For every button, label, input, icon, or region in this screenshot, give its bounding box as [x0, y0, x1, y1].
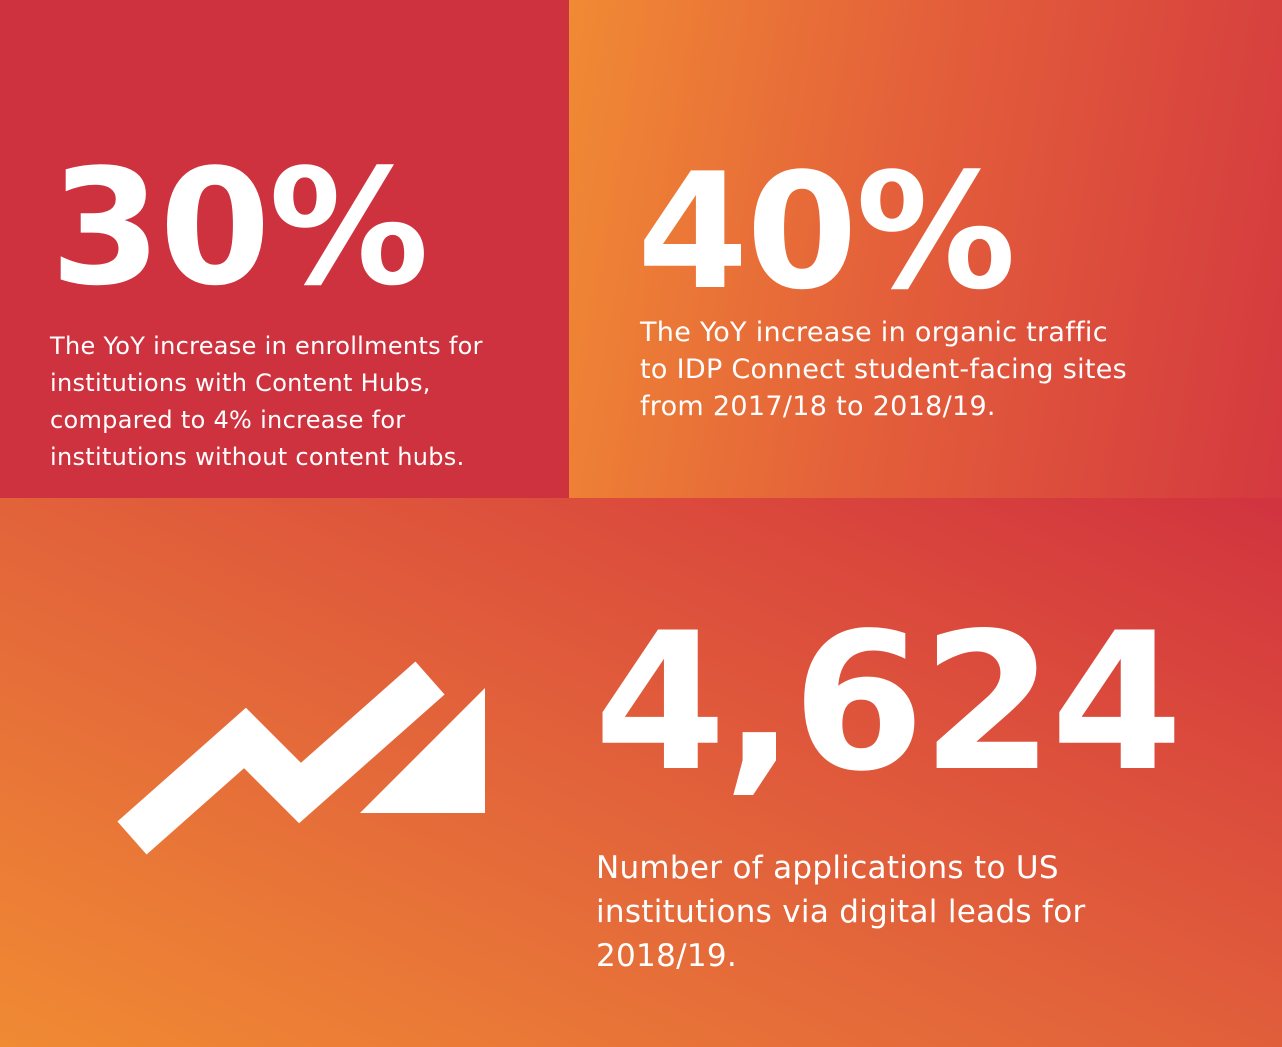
stat-panel-organic-traffic: 40% The YoY increase in organic traffic …	[569, 0, 1282, 498]
stat-description: Number of applications to US institution…	[596, 850, 1086, 974]
stat-value: 30%	[50, 134, 429, 321]
stat-value: 40%	[637, 138, 1016, 325]
stat-description: The YoY increase in organic traffic to I…	[640, 317, 1128, 422]
stat-panel-applications: 4,624 Number of applications to US insti…	[0, 498, 1282, 1047]
trending-up-arrow-icon	[117, 661, 485, 855]
stat-value: 4,624	[594, 592, 1183, 813]
stat-description: The YoY increase in enrollments for inst…	[50, 332, 483, 471]
stat-panel-enrollments: 30% The YoY increase in enrollments for …	[0, 0, 569, 498]
